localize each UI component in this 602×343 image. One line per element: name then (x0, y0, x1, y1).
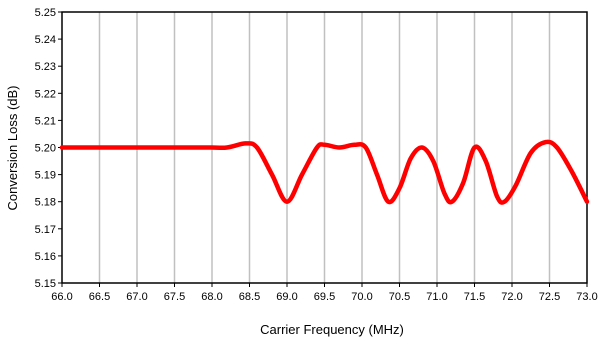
x-axis-title: Carrier Frequency (MHz) (260, 322, 404, 337)
y-tick-label: 5.22 (35, 88, 56, 100)
x-tick-label: 72.0 (501, 291, 522, 303)
y-tick-label: 5.23 (35, 61, 56, 73)
x-tick-label: 69.0 (276, 291, 297, 303)
x-tick-label: 66.0 (51, 291, 72, 303)
x-tick-label: 70.0 (351, 291, 372, 303)
y-axis-title: Conversion Loss (dB) (5, 86, 20, 211)
y-tick-label: 5.17 (35, 224, 56, 236)
x-tick-label: 71.0 (426, 291, 447, 303)
x-axis-ticks: 66.0 66.5 67.0 67.5 68.0 68.5 69.0 69.5 70.0 70.5… (51, 283, 598, 303)
y-tick-label: 5.19 (35, 170, 56, 182)
y-tick-label: 5.16 (35, 251, 56, 263)
grid-lines (98, 12, 551, 283)
x-tick-label: 67.5 (164, 291, 185, 303)
y-tick-label: 5.20 (35, 143, 56, 155)
y-tick-label: 5.21 (35, 115, 56, 127)
y-tick-label: 5.15 (35, 278, 56, 290)
x-tick-label: 72.5 (539, 291, 560, 303)
y-tick-label: 5.25 (35, 7, 56, 19)
x-tick-label: 70.5 (389, 291, 410, 303)
x-tick-label: 73.0 (576, 291, 597, 303)
x-tick-label: 69.5 (314, 291, 335, 303)
y-tick-label: 5.18 (35, 197, 56, 209)
y-tick-label: 5.24 (35, 34, 56, 46)
series-line (59, 139, 590, 205)
x-tick-label: 67.0 (126, 291, 147, 303)
y-axis-ticks: 5.15 5.16 5.17 5.18 5.19 5.20 5.21 5.22 5.23 5.24… (35, 7, 62, 290)
x-tick-label: 71.5 (464, 291, 485, 303)
x-tick-label: 68.0 (201, 291, 222, 303)
x-tick-label: 68.5 (239, 291, 260, 303)
x-tick-label: 66.5 (89, 291, 110, 303)
